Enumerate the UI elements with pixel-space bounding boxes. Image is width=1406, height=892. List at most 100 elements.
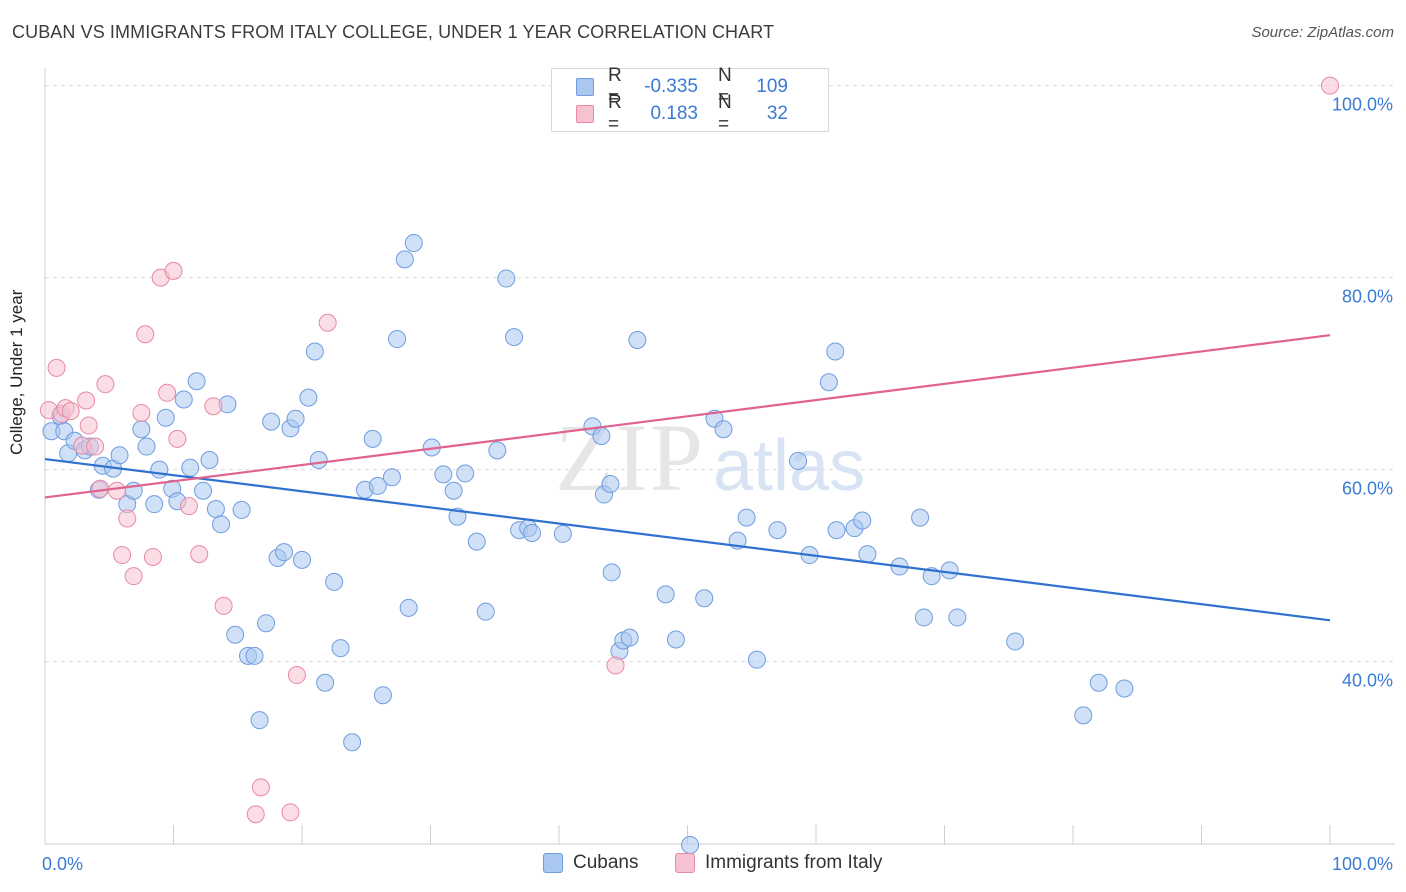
italy-point bbox=[158, 383, 177, 402]
cubans-point bbox=[695, 589, 714, 608]
legend-row-cubans: R = -0.335 N = 109 bbox=[576, 65, 788, 108]
italy-point bbox=[124, 567, 143, 586]
bottom-legend-italy: Immigrants from Italy bbox=[675, 852, 882, 874]
cubans-point bbox=[1089, 673, 1108, 692]
cubans-point bbox=[1074, 706, 1093, 725]
cubans-point bbox=[206, 499, 225, 518]
bottom-legend: Cubans Immigrants from Italy bbox=[0, 852, 1406, 876]
grid-lines bbox=[45, 85, 1395, 663]
cubans-point bbox=[948, 608, 967, 627]
x-tick-label: 0.0% bbox=[42, 854, 83, 874]
source-label: Source: ZipAtlas.com bbox=[1251, 24, 1394, 41]
trend-lines bbox=[44, 334, 1331, 622]
cubans-point bbox=[399, 598, 418, 617]
cubans-point bbox=[343, 733, 362, 752]
cubans-point bbox=[656, 585, 675, 604]
axes bbox=[44, 68, 1395, 845]
italy-point bbox=[118, 509, 137, 528]
cubans-point bbox=[132, 420, 151, 439]
legend-n-value: 109 bbox=[756, 76, 788, 97]
cubans-point bbox=[434, 465, 453, 484]
cubans-point bbox=[853, 511, 872, 530]
cubans-point bbox=[404, 234, 423, 253]
watermark-atlas: atlas bbox=[713, 426, 865, 506]
cubans-point bbox=[194, 481, 213, 500]
watermark: ZIP atlas bbox=[555, 404, 865, 511]
y-tick-label: 40.0% bbox=[1342, 671, 1393, 691]
italy-point bbox=[179, 497, 198, 516]
legend-n-value: 32 bbox=[766, 103, 788, 124]
cubans-point bbox=[156, 408, 175, 427]
cubans-point bbox=[858, 545, 877, 564]
cubans-point bbox=[187, 372, 206, 391]
italy-point bbox=[287, 666, 306, 685]
italy-point bbox=[107, 481, 126, 500]
cubans-point bbox=[331, 639, 350, 658]
cubans-point bbox=[497, 269, 516, 288]
cubans-point bbox=[382, 468, 401, 487]
italy-point bbox=[246, 805, 265, 824]
cubans-point bbox=[940, 561, 959, 580]
cubans-point bbox=[1006, 632, 1025, 651]
legend-n-label: N = bbox=[718, 92, 732, 135]
cubans-point bbox=[826, 342, 845, 361]
italy-point bbox=[606, 656, 625, 675]
legend-n-label: N = bbox=[718, 65, 732, 108]
italy-point bbox=[86, 437, 105, 456]
cubans-point bbox=[827, 521, 846, 540]
italy-point bbox=[136, 325, 155, 344]
cubans-point bbox=[476, 602, 495, 621]
y-tick-label: 80.0% bbox=[1342, 287, 1393, 307]
cubans-point bbox=[467, 532, 486, 551]
italy-point bbox=[281, 803, 300, 822]
y-tick-label: 60.0% bbox=[1342, 479, 1393, 499]
cubans-point bbox=[714, 420, 733, 439]
bottom-legend-label-cubans: Cubans bbox=[573, 852, 639, 873]
cubans-point bbox=[110, 446, 129, 465]
cubans-point bbox=[620, 628, 639, 647]
cubans-point bbox=[444, 481, 463, 500]
cubans-point bbox=[316, 673, 335, 692]
legend-r-value: -0.335 bbox=[644, 76, 698, 97]
cubans-point bbox=[681, 835, 700, 854]
legend-swatch-italy bbox=[576, 105, 594, 123]
cubans-trend-line bbox=[44, 457, 1331, 622]
cubans-point bbox=[325, 572, 344, 591]
cubans-point bbox=[368, 476, 387, 495]
cubans-point bbox=[275, 543, 294, 562]
cubans-point bbox=[257, 614, 276, 633]
cubans-point bbox=[286, 409, 305, 428]
italy-point bbox=[1321, 76, 1339, 95]
cubans-point bbox=[373, 686, 392, 705]
legend-row-italy: R = 0.183 N = 32 bbox=[576, 92, 788, 135]
italy-point bbox=[168, 429, 187, 448]
chart-title: CUBAN VS IMMIGRANTS FROM ITALY COLLEGE, … bbox=[12, 22, 775, 42]
italy-point bbox=[251, 778, 270, 797]
legend-r-label: R = bbox=[608, 65, 622, 108]
cubans-point bbox=[601, 475, 620, 493]
cubans-point bbox=[523, 523, 542, 542]
y-axis-label: College, Under 1 year bbox=[7, 289, 26, 455]
y-tick-label: 100.0% bbox=[1332, 95, 1393, 115]
cubans-point bbox=[592, 427, 611, 445]
cubans-point bbox=[305, 342, 324, 361]
cubans-point bbox=[145, 495, 164, 514]
italy-point bbox=[318, 313, 337, 332]
cubans-point bbox=[245, 646, 264, 665]
cubans-point bbox=[602, 563, 621, 582]
cubans-point bbox=[174, 390, 193, 409]
cubans-point bbox=[488, 441, 507, 460]
cubans-point bbox=[299, 388, 318, 407]
cubans-point bbox=[150, 460, 169, 479]
cubans-point bbox=[914, 608, 933, 627]
cubans-point bbox=[1115, 679, 1134, 698]
legend-r-value: 0.183 bbox=[650, 103, 698, 124]
italy-point bbox=[61, 402, 80, 421]
cubans-point bbox=[768, 521, 787, 540]
cubans-point bbox=[666, 630, 685, 649]
italy-point bbox=[79, 416, 98, 435]
x-tick-label: 100.0% bbox=[1332, 854, 1393, 874]
cubans-point bbox=[262, 412, 281, 431]
cubans-point bbox=[747, 650, 766, 669]
cubans-point bbox=[212, 515, 231, 534]
